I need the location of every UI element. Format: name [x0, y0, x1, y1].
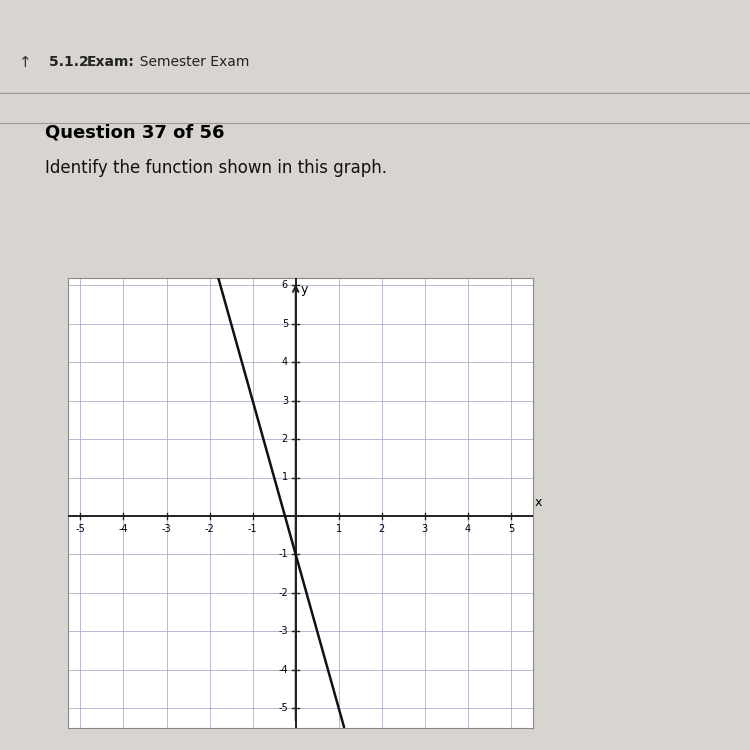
Text: 3: 3 [282, 395, 288, 406]
Text: Identify the function shown in this graph.: Identify the function shown in this grap… [45, 160, 387, 178]
Text: -3: -3 [278, 626, 288, 636]
Text: 1: 1 [336, 524, 342, 535]
Text: -2: -2 [205, 524, 214, 535]
Text: 5: 5 [508, 524, 514, 535]
Text: 1: 1 [282, 472, 288, 482]
Text: 2: 2 [379, 524, 385, 535]
Text: -5: -5 [278, 704, 288, 713]
Text: Question 37 of 56: Question 37 of 56 [45, 123, 224, 141]
Text: 4: 4 [465, 524, 471, 535]
Text: -4: -4 [278, 664, 288, 675]
Text: ↑: ↑ [19, 55, 32, 70]
Text: 5: 5 [282, 319, 288, 328]
Text: -1: -1 [278, 550, 288, 560]
Text: -2: -2 [278, 588, 288, 598]
Text: Exam:: Exam: [86, 56, 134, 69]
Text: -5: -5 [76, 524, 86, 535]
Text: y: y [301, 284, 308, 296]
Text: x: x [535, 496, 542, 509]
Text: 5.1.2: 5.1.2 [49, 56, 93, 69]
Text: -1: -1 [248, 524, 257, 535]
Text: Semester Exam: Semester Exam [131, 56, 250, 69]
Text: 3: 3 [422, 524, 428, 535]
Text: 2: 2 [282, 434, 288, 444]
Text: -3: -3 [162, 524, 171, 535]
Text: -4: -4 [118, 524, 128, 535]
Text: 6: 6 [282, 280, 288, 290]
Text: 4: 4 [282, 357, 288, 367]
